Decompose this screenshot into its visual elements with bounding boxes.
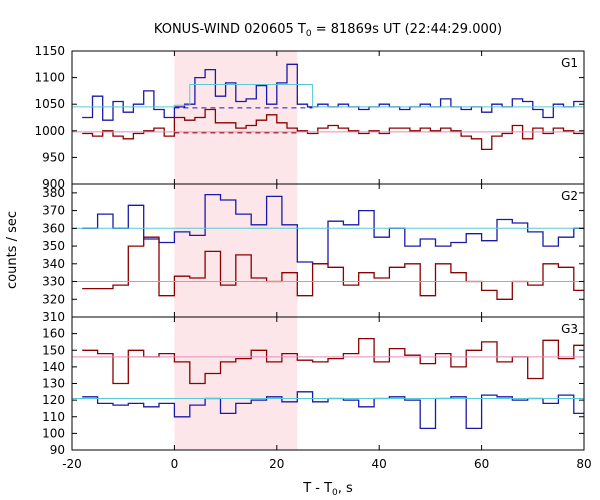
chart-title: KONUS-WIND 020605 T0 = 81869s UT (22:44:… bbox=[154, 22, 502, 39]
y-tick-label: 330 bbox=[42, 275, 65, 289]
panel-label: G1 bbox=[561, 56, 578, 70]
panel-label: G2 bbox=[561, 189, 578, 203]
y-tick-label: 1100 bbox=[34, 71, 65, 85]
x-tick-label: 20 bbox=[269, 457, 284, 471]
y-tick-label: 370 bbox=[42, 204, 65, 218]
series-blue-histogram bbox=[82, 193, 584, 265]
y-tick-label: 360 bbox=[42, 221, 65, 235]
series-cyan-fit-line bbox=[72, 84, 584, 108]
y-tick-label: 900 bbox=[42, 177, 65, 191]
y-tick-label: 1000 bbox=[34, 124, 65, 138]
y-tick-label: 320 bbox=[42, 292, 65, 306]
panel-g3: 90 100 110 120 130 140 150 160 G3 bbox=[42, 316, 585, 457]
x-tick-label: 0 bbox=[171, 457, 179, 471]
series-red-histogram bbox=[82, 236, 584, 300]
y-tick-label: 1050 bbox=[34, 97, 65, 111]
y-tick-label: 120 bbox=[42, 393, 65, 407]
y-tick-label: 350 bbox=[42, 239, 65, 253]
panel-g2: 310 320 330 340 350 360 370 380 G2 bbox=[42, 183, 585, 324]
y-axis-label: counts / sec bbox=[5, 211, 20, 289]
y-tick-label: 340 bbox=[42, 257, 65, 271]
y-tick-label: 130 bbox=[42, 377, 65, 391]
y-tick-label: 310 bbox=[42, 310, 65, 324]
x-tick-label: 80 bbox=[576, 457, 591, 471]
plot-area: 9009501000105011001150G13103203303403503… bbox=[34, 44, 591, 471]
y-tick-label: 150 bbox=[42, 343, 65, 357]
y-tick-label: 110 bbox=[42, 410, 65, 424]
y-tick-label: 380 bbox=[42, 186, 65, 200]
y-tick-label: 160 bbox=[42, 327, 65, 341]
y-tick-label: 140 bbox=[42, 360, 65, 374]
series-red-histogram bbox=[82, 108, 584, 151]
x-tick-label: 60 bbox=[474, 457, 489, 471]
y-tick-label: 100 bbox=[42, 426, 65, 440]
panel-g1: 900 950 1000 1050 1100 1150 G1 bbox=[34, 44, 585, 191]
x-axis-label: T - T0, s bbox=[302, 481, 353, 498]
x-tick-label: 40 bbox=[372, 457, 387, 471]
panel-label: G3 bbox=[561, 322, 578, 336]
x-tick-label: -20 bbox=[62, 457, 82, 471]
highlight-band bbox=[174, 51, 298, 184]
y-tick-label: 90 bbox=[50, 443, 65, 457]
series-red-histogram bbox=[82, 337, 584, 385]
y-tick-label: 950 bbox=[42, 150, 65, 164]
y-tick-label: 1150 bbox=[34, 44, 65, 58]
